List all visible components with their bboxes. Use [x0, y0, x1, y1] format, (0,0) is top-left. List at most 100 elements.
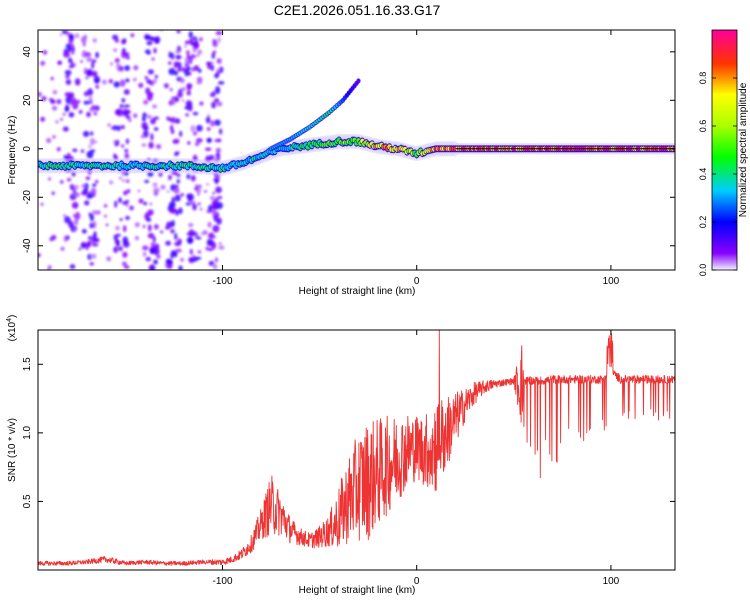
noise-speckle [153, 259, 158, 265]
noise-speckle [151, 57, 155, 61]
noise-speckle [185, 50, 190, 55]
noise-speckle [181, 99, 184, 102]
noise-speckle [165, 240, 172, 246]
noise-speckle [194, 44, 199, 49]
noise-speckle [114, 108, 121, 116]
noise-speckle [123, 265, 130, 269]
noise-speckle [166, 190, 170, 193]
noise-speckle [153, 116, 160, 120]
noise-speckle [103, 214, 107, 218]
noise-speckle [59, 33, 63, 37]
noise-speckle [69, 264, 76, 270]
noise-speckle [171, 220, 175, 228]
noise-speckle [216, 217, 222, 225]
noise-speckle [101, 79, 107, 85]
noise-speckle [86, 194, 93, 199]
noise-speckle [132, 113, 138, 118]
noise-speckle [60, 118, 63, 121]
noise-speckle [190, 54, 197, 59]
noise-speckle [142, 245, 149, 251]
noise-speckle [212, 211, 217, 216]
noise-speckle [50, 76, 54, 81]
noise-speckle [113, 81, 120, 88]
noise-speckle [192, 131, 198, 136]
noise-speckle [110, 62, 113, 66]
noise-speckle [73, 226, 78, 231]
noise-speckle [178, 61, 182, 70]
noise-speckle [49, 237, 54, 242]
noise-speckle [85, 176, 91, 180]
noise-speckle [82, 130, 90, 138]
spectrogram-frame [37, 29, 676, 271]
noise-speckle [94, 78, 100, 83]
noise-speckle [92, 210, 97, 215]
noise-speckle [179, 77, 185, 84]
noise-speckle [68, 92, 75, 99]
noise-speckle [147, 157, 151, 162]
spectrogram-plot-area: -100 0 100 -40 -20 0 20 40 [22, 29, 676, 287]
noise-speckle [152, 236, 156, 243]
noise-speckle [72, 63, 76, 67]
noise-speckle [72, 148, 78, 153]
noise-speckle [144, 49, 151, 54]
noise-speckle [213, 157, 219, 163]
noise-speckle [188, 223, 194, 228]
noise-speckle [81, 241, 86, 246]
noise-speckle [175, 54, 182, 60]
noise-speckle [165, 226, 170, 230]
noise-speckle [207, 114, 210, 117]
noise-speckle [145, 256, 151, 262]
noise-speckle [63, 48, 67, 55]
noise-speckle [199, 101, 204, 106]
noise-speckle [160, 230, 164, 234]
colorbar-tick-label: 0.8 [698, 72, 708, 85]
noise-speckle [147, 224, 152, 232]
noise-speckle [150, 36, 155, 42]
noise-speckle [153, 224, 159, 230]
noise-speckle [213, 50, 217, 54]
noise-speckle [118, 246, 123, 252]
colorbar-label: Normalized spectral amplitude [738, 82, 749, 217]
noise-speckle [215, 147, 221, 153]
snr-x-tick-label: 100 [603, 576, 620, 587]
noise-speckle [214, 119, 221, 126]
noise-speckle [206, 138, 212, 143]
noise-speckle [197, 250, 202, 254]
noise-speckle [114, 200, 118, 208]
noise-speckle [84, 182, 89, 190]
noise-speckle [189, 200, 196, 205]
noise-speckle [67, 152, 71, 158]
noise-speckle [189, 248, 193, 255]
noise-speckle [175, 248, 182, 253]
noise-speckle [125, 215, 131, 220]
noise-speckle [116, 233, 121, 237]
noise-speckle [216, 201, 223, 210]
noise-speckle [122, 225, 127, 233]
noise-speckle [174, 152, 179, 156]
noise-speckle [81, 228, 87, 234]
noise-speckle [108, 78, 114, 84]
noise-speckle [205, 116, 211, 124]
noise-speckle [147, 69, 154, 75]
noise-speckle [204, 190, 207, 193]
noise-speckle [138, 82, 144, 88]
noise-speckle [92, 38, 97, 43]
noise-speckle [192, 254, 196, 258]
noise-speckle [193, 65, 200, 71]
noise-speckle [188, 236, 193, 245]
noise-speckle [153, 47, 157, 54]
noise-speckle [186, 173, 191, 180]
noise-speckle [205, 61, 213, 65]
noise-speckle [125, 78, 130, 83]
noise-speckle [140, 134, 145, 139]
noise-speckle [73, 184, 79, 190]
noise-speckle [114, 38, 120, 43]
noise-speckle [129, 205, 134, 211]
noise-speckle [209, 239, 214, 247]
noise-speckle [83, 91, 89, 97]
noise-speckle [143, 99, 149, 105]
noise-speckle [218, 242, 222, 246]
figure-title: C2E1.2026.051.16.33.G17 [274, 2, 441, 18]
spectrogram-track-layer [38, 78, 675, 176]
noise-speckle [214, 257, 219, 263]
